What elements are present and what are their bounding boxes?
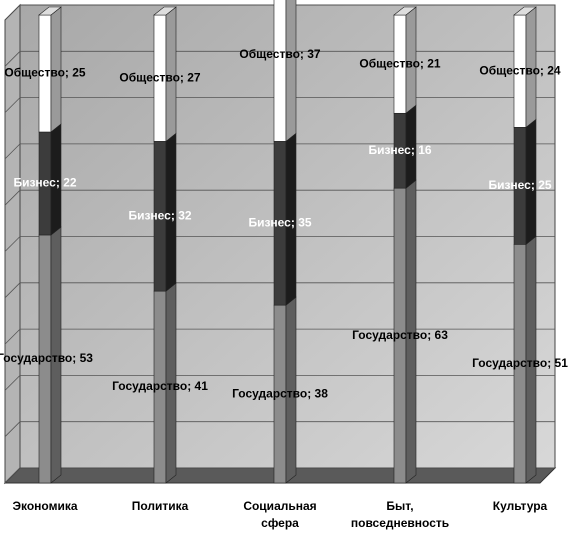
data-label: Государство; 51 bbox=[472, 356, 568, 370]
x-tick-label: Экономика bbox=[12, 499, 77, 513]
bar-segment bbox=[38, 226, 62, 484]
side-grid-line bbox=[4, 143, 21, 160]
bar-segment bbox=[513, 235, 537, 484]
side-grid-line bbox=[4, 282, 21, 299]
data-label: Общество; 37 bbox=[239, 47, 320, 61]
data-label: Бизнес; 25 bbox=[488, 178, 551, 192]
x-tick-label: Социальная сфера bbox=[243, 499, 316, 530]
bar-segment bbox=[153, 132, 177, 292]
side-grid-line bbox=[4, 236, 21, 252]
bar-top bbox=[153, 6, 177, 16]
bar-segment bbox=[393, 179, 417, 484]
x-tick-label: Быт, повседневность bbox=[351, 499, 449, 530]
bar-front bbox=[273, 0, 287, 142]
side-grid-line bbox=[4, 51, 21, 67]
side-grid-line bbox=[4, 189, 21, 206]
bar-segment bbox=[513, 118, 537, 245]
bar-top bbox=[513, 6, 537, 16]
bar-segment bbox=[38, 6, 62, 133]
bar-segment bbox=[513, 6, 537, 128]
bar-top bbox=[38, 6, 62, 16]
data-label: Общество; 27 bbox=[119, 70, 200, 84]
side-grid-line bbox=[4, 4, 21, 21]
data-label: Государство; 63 bbox=[352, 328, 448, 342]
data-label: Общество; 25 bbox=[4, 66, 85, 80]
side-grid-line bbox=[4, 375, 21, 391]
side-grid-line bbox=[4, 467, 21, 484]
bar-segment bbox=[153, 282, 177, 484]
data-label: Бизнес; 35 bbox=[248, 215, 311, 229]
side-grid-line bbox=[4, 97, 21, 113]
data-label: Бизнес; 22 bbox=[13, 176, 76, 190]
bar-side bbox=[285, 0, 297, 142]
data-label: Бизнес; 16 bbox=[368, 143, 431, 157]
bar-top bbox=[393, 6, 417, 16]
x-tick-label: Культура bbox=[493, 499, 548, 513]
bar-segment bbox=[273, 0, 297, 142]
bar-segment bbox=[153, 6, 177, 142]
data-label: Общество; 24 bbox=[479, 63, 560, 77]
side-grid-line bbox=[4, 328, 21, 345]
data-label: Бизнес; 32 bbox=[128, 208, 191, 222]
bar-segment bbox=[273, 132, 297, 306]
data-label: Государство; 38 bbox=[232, 386, 328, 400]
x-tick-label: Политика bbox=[132, 499, 189, 513]
data-label: Государство; 41 bbox=[112, 379, 208, 393]
side-grid-line bbox=[4, 421, 21, 437]
bar-segment bbox=[393, 6, 417, 114]
bar-segment bbox=[393, 104, 417, 189]
data-label: Государство; 53 bbox=[0, 351, 93, 365]
data-label: Общество; 21 bbox=[359, 56, 440, 70]
bar-segment bbox=[273, 296, 297, 484]
